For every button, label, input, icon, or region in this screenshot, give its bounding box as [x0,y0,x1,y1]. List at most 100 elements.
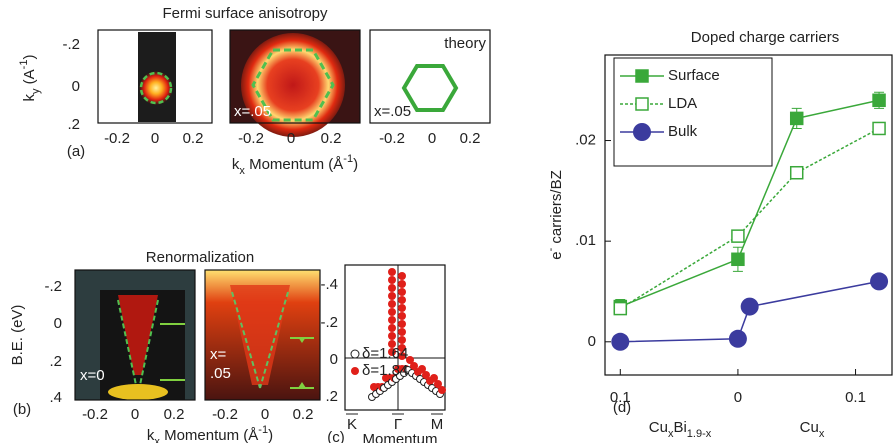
x-tick-label: 0 [151,130,159,147]
legend-label: Surface [668,67,720,84]
y-tick-label: -.2 [320,314,338,331]
x-tick-label: 0 [131,406,139,423]
panel-label: (c) [327,429,345,443]
label-part: Cu [800,419,819,436]
x-tick-label: K [347,416,357,433]
y-tick-label: 0 [54,315,62,332]
y-tick-label: .2 [67,116,80,133]
point [732,253,744,265]
inset-label: x=.05 [234,103,271,120]
y-axis-label: ky (A-1) [18,55,42,102]
decor-point [388,300,396,308]
x-tick-label: 0 [734,389,742,406]
decor-point [398,288,406,296]
point [870,272,888,290]
decor-point [398,320,406,328]
legend-marker [636,70,648,82]
point [611,333,629,351]
legend-label: LDA [668,95,697,112]
inset-label: theory [444,35,486,52]
point [729,330,747,348]
decor-point [388,316,396,324]
x-tick-label: -0.2 [212,406,238,423]
label-part: (A [21,69,38,88]
panel-title: Fermi surface anisotropy [162,5,328,22]
decor-point [388,268,396,276]
label-part: Momentum (Å [160,427,258,443]
decor-point [398,328,406,336]
label-part: x [819,428,825,440]
point [614,303,626,315]
x-tick-label: 0 [428,130,436,147]
dispersion [108,384,168,400]
inset-label: x=0 [80,367,105,384]
decor-point [388,308,396,316]
y-tick-label: 0 [330,351,338,368]
x-axis-label: kx Momentum (Å-1) [147,424,273,443]
x-axis-label: Momentum [362,431,437,443]
label-part: -1 [18,60,30,70]
label-part: ) [268,427,273,443]
decor-point [398,272,406,280]
point [732,230,744,242]
x-axis-label: Cux [800,419,825,440]
panel-label: (a) [67,143,85,160]
decor-point [388,292,396,300]
label-part: Momentum (Å [245,156,343,173]
x-tick-label: 0.2 [321,130,342,147]
x-tick-label: -0.2 [238,130,264,147]
panel-a-images [98,30,490,137]
inset-label: .05 [210,365,231,382]
point [791,167,803,179]
chart-title: Doped charge carriers [691,29,839,46]
panel-title: Renormalization [146,249,254,266]
label-part: ) [21,55,38,60]
x-axis-label: kx Momentum (Å-1) [232,153,358,177]
legend-marker [351,367,359,375]
decor-point [388,276,396,284]
x-tick-label: 0.1 [845,389,866,406]
theory-hexagon [404,66,456,110]
point [873,122,885,134]
image-blob [139,71,173,105]
decor-point [398,336,406,344]
label-part: Bi [673,419,686,436]
label-part: -1 [343,153,353,165]
decor-point [388,332,396,340]
decor-point [398,312,406,320]
decor-point [398,296,406,304]
inset-label: x=0 [102,103,127,120]
point [791,112,803,124]
x-tick-label: 0.2 [293,406,314,423]
y-tick-label: -.4 [320,276,338,293]
x-tick-label: -0.2 [82,406,108,423]
panel-label: (d) [613,399,631,416]
y-tick-label: 0 [588,333,596,350]
legend-marker [633,123,651,141]
legend-label: Bulk [668,123,698,140]
point [873,94,885,106]
x-tick-label: 0.2 [183,130,204,147]
label-part: ) [353,156,358,173]
decor-point [398,304,406,312]
y-tick-label: .01 [575,232,596,249]
x-tick-label: 0 [261,406,269,423]
y-tick-label: .02 [575,132,596,149]
x-tick-label: 0.2 [460,130,481,147]
decor-point [438,386,446,394]
panel-c-plot [345,265,446,410]
legend-marker [636,98,648,110]
label-part: carriers/BZ [548,170,565,248]
y-tick-label: -.2 [44,278,62,295]
inset-label: x=.05 [374,103,411,120]
x-tick-label: 0 [287,130,295,147]
page: { "panel_a": { "title": "Fermi surface a… [0,0,894,443]
panel-label: (b) [13,401,31,418]
legend-label: δ=1.84 [362,362,408,379]
x-tick-label: -0.2 [379,130,405,147]
inset-label: x= [210,346,227,363]
legend-label: δ=1.64 [362,345,408,362]
figure: Fermi surface anisotropyky (A-1)-.20.2-0… [0,0,894,443]
y-axis-label: e- carriers/BZ [545,170,565,260]
label-part: -1 [258,424,268,436]
